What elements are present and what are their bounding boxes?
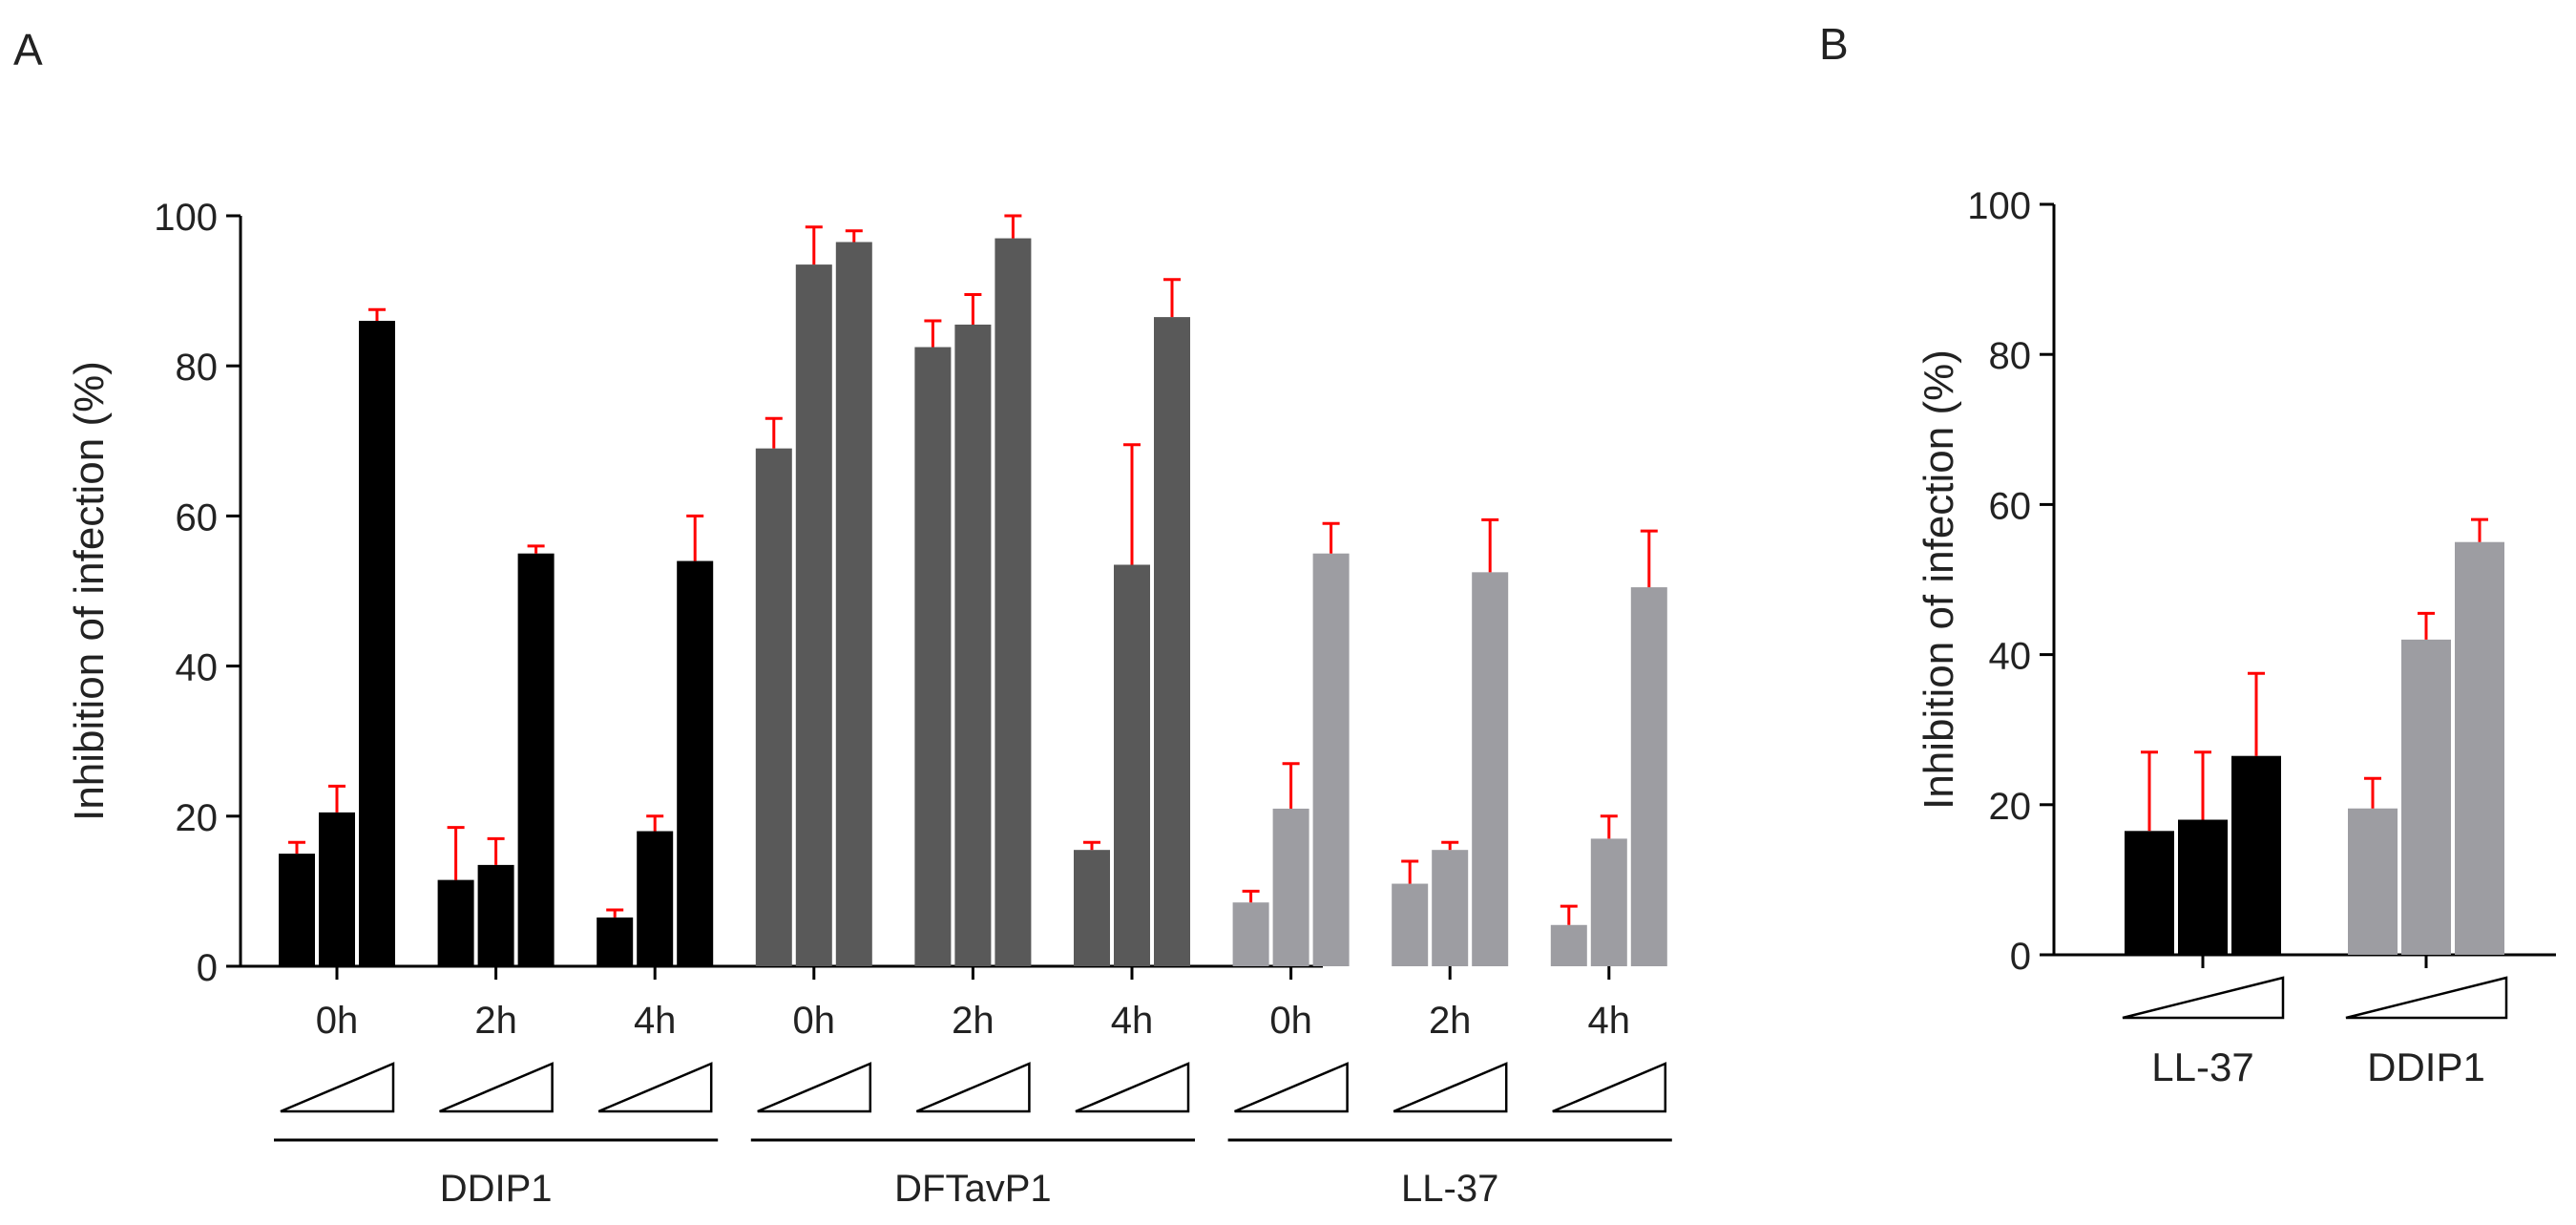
bar <box>1114 564 1150 966</box>
y-tick-label: 40 <box>176 647 219 689</box>
bar <box>1272 808 1309 966</box>
x-tick-label: 0h <box>1269 1000 1312 1042</box>
x-tick-label: 2h <box>474 1000 517 1042</box>
bar <box>914 347 952 966</box>
chart-b: 0 20 40 60 80 100 Inhibition of infection (%) L… <box>1916 185 2556 1089</box>
bar <box>2178 819 2228 955</box>
panel-a-label: A <box>13 25 43 74</box>
bar <box>1154 317 1190 966</box>
bar <box>279 854 315 966</box>
bar <box>437 879 474 966</box>
bar <box>477 864 514 966</box>
group-label: DFTavP1 <box>894 1168 1052 1210</box>
bar <box>319 812 355 966</box>
bar <box>1232 902 1269 966</box>
y-tick-label: 0 <box>197 947 218 989</box>
concentration-wedge <box>915 1062 1031 1113</box>
y-tick-label: 0 <box>2010 936 2031 978</box>
y-tick-label: 20 <box>176 797 219 839</box>
bar <box>795 264 832 967</box>
bar <box>1550 924 1587 966</box>
concentration-wedge <box>2345 976 2508 1020</box>
bar <box>755 448 792 966</box>
bar <box>1392 883 1429 966</box>
bar <box>2348 808 2398 955</box>
x-tick-label: LL-37 <box>2151 1045 2253 1089</box>
concentration-wedge <box>1234 1062 1349 1113</box>
y-tick-label: 80 <box>176 347 219 389</box>
concentration-wedge <box>1393 1062 1508 1113</box>
bar <box>637 831 674 966</box>
x-tick-label: 2h <box>1429 1000 1472 1042</box>
y-tick-label: 20 <box>1989 786 2032 828</box>
bar <box>1630 587 1667 966</box>
y-axis-title: Inhibition of infection (%) <box>66 361 113 821</box>
concentration-wedge <box>757 1062 872 1113</box>
x-tick-label: 0h <box>793 1000 836 1042</box>
bar <box>2455 541 2504 955</box>
y-tick-label: 60 <box>176 496 219 539</box>
bar <box>517 553 555 966</box>
bar <box>835 242 872 966</box>
concentration-wedge <box>280 1062 395 1113</box>
concentration-wedge <box>597 1062 713 1113</box>
y-tick-label: 100 <box>154 197 218 239</box>
group-label: LL-37 <box>1401 1168 1498 1210</box>
group-label: DDIP1 <box>440 1168 553 1210</box>
x-tick-label: 4h <box>634 1000 677 1042</box>
y-tick-label: 100 <box>1967 185 2031 227</box>
bar <box>1312 553 1350 966</box>
x-tick-label: 2h <box>952 1000 995 1042</box>
y-tick-label: 80 <box>1989 335 2032 377</box>
bar <box>2231 755 2281 955</box>
bar <box>677 560 714 966</box>
x-tick-label: 4h <box>1111 1000 1154 1042</box>
y-tick-label: 40 <box>1989 636 2032 678</box>
x-tick-label: DDIP1 <box>2367 1045 2485 1089</box>
bar <box>1590 838 1627 966</box>
x-tick-label: 0h <box>316 1000 359 1042</box>
panel-b-label: B <box>1819 19 1849 69</box>
bar <box>597 917 634 966</box>
bar <box>1074 850 1110 966</box>
bar <box>2401 639 2451 955</box>
bar <box>2125 831 2174 955</box>
concentration-wedge <box>439 1062 554 1113</box>
bar <box>954 324 992 967</box>
bar <box>1432 850 1469 966</box>
chart-a: 0 20 40 60 80 100 Inhibition of infection (%) 0… <box>66 197 1672 1210</box>
concentration-wedge <box>1552 1062 1667 1113</box>
bar <box>995 238 1032 966</box>
y-axis-title: Inhibition of infection (%) <box>1916 349 1962 810</box>
y-tick-label: 60 <box>1989 485 2032 527</box>
bar <box>359 321 395 966</box>
concentration-wedge <box>1075 1062 1190 1113</box>
concentration-wedge <box>2122 976 2285 1020</box>
bar <box>1472 572 1509 966</box>
x-tick-label: 4h <box>1588 1000 1631 1042</box>
